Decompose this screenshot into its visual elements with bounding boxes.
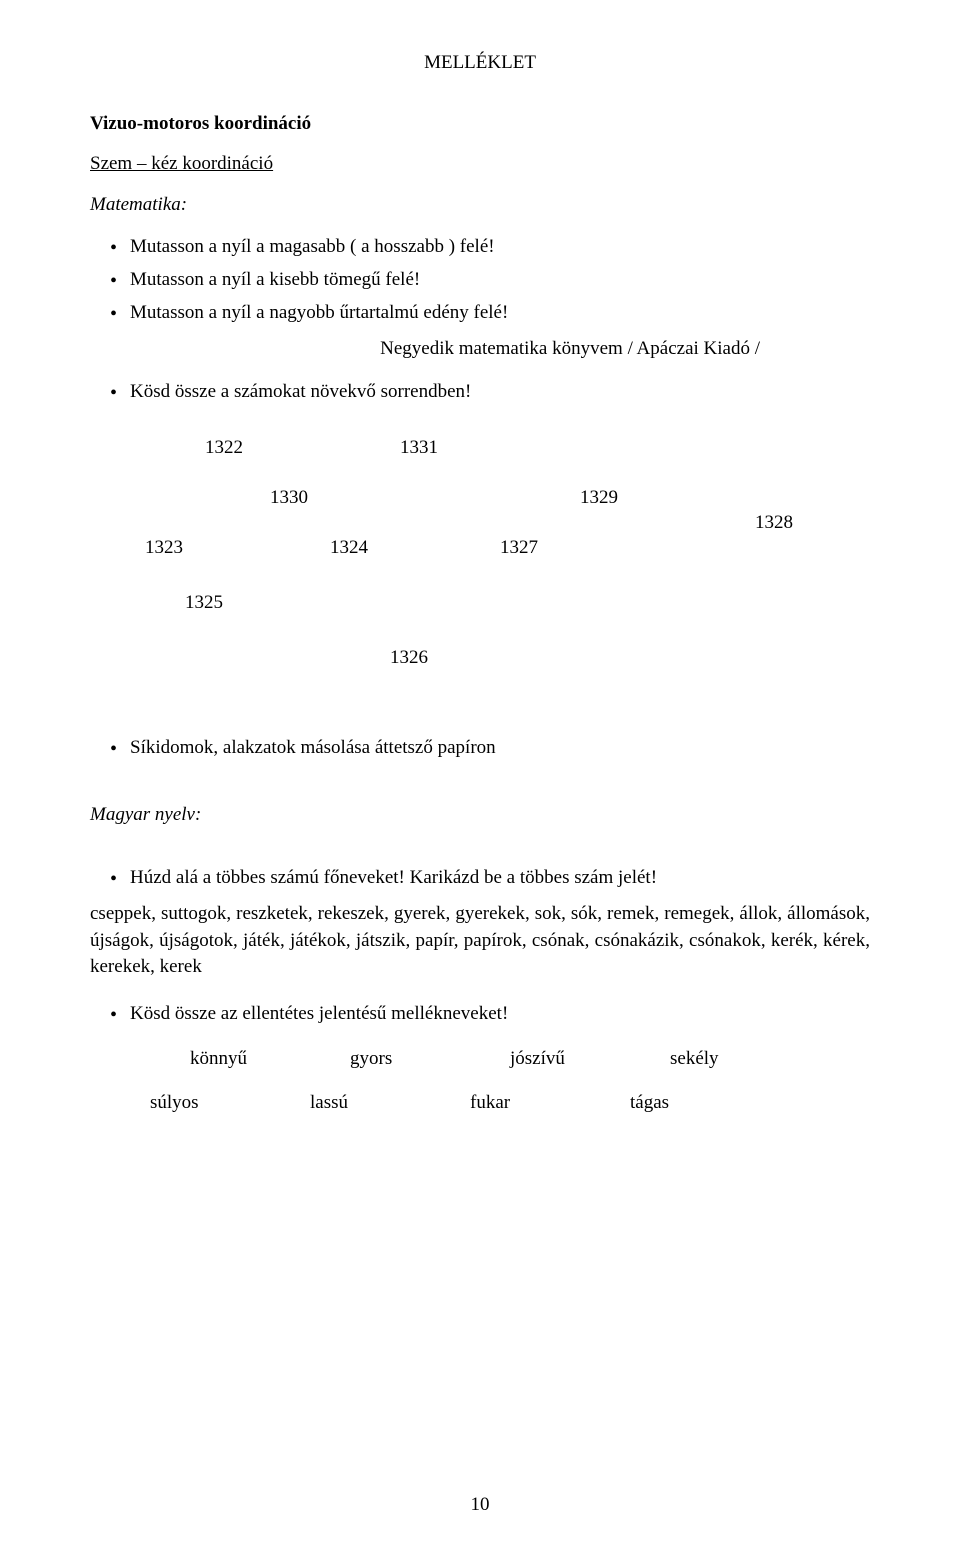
number-1330: 1330 (270, 485, 308, 512)
list-item: Húzd alá a többes számú főneveket! Karik… (90, 865, 870, 892)
list-item: Mutasson a nyíl a kisebb tömegű felé! (90, 267, 870, 294)
subject-magyar-nyelv: Magyar nyelv: (90, 802, 870, 829)
list-item: Kösd össze a számokat növekvő sorrendben… (90, 379, 870, 406)
number-1331: 1331 (400, 435, 438, 462)
word-cell: lassú (310, 1090, 470, 1117)
number-1324: 1324 (330, 535, 368, 562)
number-1325: 1325 (185, 590, 223, 617)
word-cell: fukar (470, 1090, 630, 1117)
bullet-list-5: Kösd össze az ellentétes jelentésű mellé… (90, 1001, 870, 1028)
list-item: Mutasson a nyíl a magasabb ( a hosszabb … (90, 234, 870, 261)
word-cell: jószívű (510, 1046, 670, 1073)
word-row-2: súlyos lassú fukar tágas (150, 1090, 870, 1117)
bullet-list-1: Mutasson a nyíl a magasabb ( a hosszabb … (90, 234, 870, 326)
bullet-list-2: Kösd össze a számokat növekvő sorrendben… (90, 379, 870, 406)
number-1326: 1326 (390, 645, 428, 672)
numbers-scatter-block: 1322 1331 1330 1329 1328 1323 1324 1327 … (90, 435, 870, 695)
bullet-list-4: Húzd alá a többes számú főneveket! Karik… (90, 865, 870, 892)
list-item: Síkidomok, alakzatok másolása áttetsző p… (90, 735, 870, 762)
number-1322: 1322 (205, 435, 243, 462)
subject-matematika: Matematika: (90, 192, 870, 219)
page-number: 10 (0, 1492, 960, 1519)
source-note: Negyedik matematika könyvem / Apáczai Ki… (90, 336, 870, 363)
word-cell: sekély (670, 1046, 830, 1073)
number-1329: 1329 (580, 485, 618, 512)
page-container: MELLÉKLET Vizuo-motoros koordináció Szem… (0, 0, 960, 1549)
word-row-1: könnyű gyors jószívű sekély (190, 1046, 870, 1073)
section-title-vizuo-motoros: Vizuo-motoros koordináció (90, 111, 870, 138)
number-1327: 1327 (500, 535, 538, 562)
subsection-szem-kez: Szem – kéz koordináció (90, 151, 870, 178)
word-cell: súlyos (150, 1090, 310, 1117)
page-header: MELLÉKLET (90, 50, 870, 77)
word-list-paragraph: cseppek, suttogok, reszketek, rekeszek, … (90, 901, 870, 981)
word-cell: könnyű (190, 1046, 350, 1073)
list-item: Kösd össze az ellentétes jelentésű mellé… (90, 1001, 870, 1028)
spacer (90, 772, 870, 802)
number-1328: 1328 (755, 510, 793, 537)
spacer (90, 845, 870, 865)
word-cell: gyors (350, 1046, 510, 1073)
number-1323: 1323 (145, 535, 183, 562)
word-cell: tágas (630, 1090, 790, 1117)
list-item: Mutasson a nyíl a nagyobb űrtartalmú edé… (90, 300, 870, 327)
bullet-list-3: Síkidomok, alakzatok másolása áttetsző p… (90, 735, 870, 762)
